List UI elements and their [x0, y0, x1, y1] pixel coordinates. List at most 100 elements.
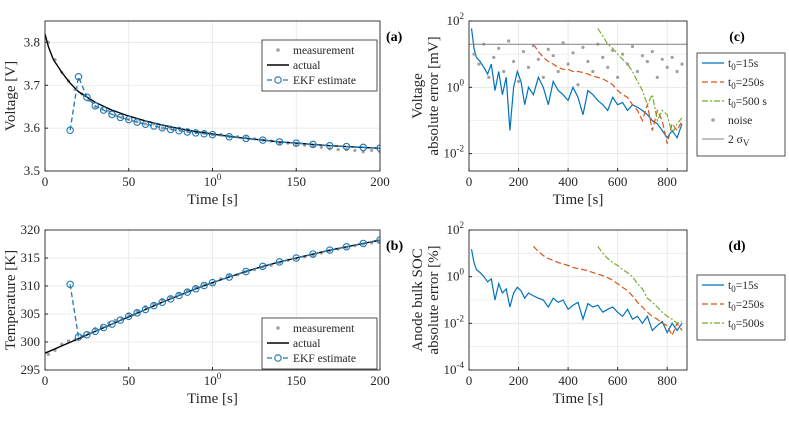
data-point — [353, 148, 357, 153]
x-axis-label: Time [s] — [553, 391, 604, 407]
legend-item: 2 σV — [702, 134, 750, 148]
data-marker — [66, 126, 74, 135]
series-line — [69, 74, 380, 149]
data-point — [502, 69, 506, 74]
data-point — [507, 39, 511, 43]
data-marker — [258, 136, 267, 144]
x-tick-label: 0 — [466, 174, 473, 189]
data-point — [492, 55, 496, 59]
data-marker — [200, 129, 208, 138]
x-axis-label: Time [s] — [187, 192, 238, 208]
legend-b: measurement actual EKF estimate — [261, 317, 378, 370]
y-tick-label: 295 — [21, 362, 41, 377]
legend-box — [696, 274, 786, 341]
legend-label: t0=500 s — [728, 96, 767, 110]
data-marker — [342, 243, 351, 251]
x-tick-label: 600 — [608, 373, 628, 388]
y-tick-label: 100 — [447, 77, 465, 94]
y-tick-label: 320 — [21, 222, 41, 237]
data-marker — [133, 118, 141, 126]
panel-label: (b) — [386, 239, 403, 254]
legend-item: t0=250s — [702, 77, 764, 91]
data-point — [516, 79, 521, 84]
x-tick-label: 200 — [370, 174, 390, 189]
data-point — [120, 115, 124, 120]
legend-label: t0=15s — [728, 58, 759, 72]
series-line — [470, 249, 683, 334]
data-marker — [309, 250, 317, 258]
data-marker — [309, 140, 317, 149]
data-point — [620, 52, 625, 56]
data-point — [640, 54, 645, 58]
plot-area-d — [470, 245, 683, 337]
legend-marker — [276, 326, 280, 330]
data-marker — [83, 330, 91, 339]
legend-label: EKF estimate — [293, 75, 356, 87]
x-tick-label: 200 — [509, 373, 529, 388]
x-tick-label: 800 — [657, 174, 677, 189]
data-marker — [183, 128, 192, 136]
data-marker — [175, 126, 183, 135]
series-line — [69, 239, 380, 338]
x-tick-label: 150 — [287, 373, 307, 388]
data-marker — [166, 125, 175, 134]
data-point — [536, 57, 540, 61]
y-tick-label: 3.8 — [24, 34, 40, 49]
data-marker — [141, 120, 150, 129]
series-c-3 — [472, 39, 684, 87]
y-tick-label: 102 — [447, 11, 465, 28]
legend-label: t0=250s — [728, 299, 764, 313]
data-marker — [99, 323, 108, 332]
data-point — [556, 69, 560, 74]
legend-marker — [276, 48, 280, 52]
axes-box-d — [468, 229, 688, 371]
data-marker — [108, 110, 116, 119]
legend-item: measurement — [276, 45, 355, 57]
y-tick-label: 3.5 — [24, 163, 40, 178]
data-point — [487, 75, 491, 79]
data-marker — [192, 285, 200, 293]
data-marker — [150, 122, 158, 130]
data-point — [655, 75, 659, 79]
series-b-2 — [66, 236, 380, 341]
series-d-0 — [470, 249, 683, 334]
data-marker — [359, 143, 367, 152]
data-point — [551, 54, 555, 58]
data-point — [611, 48, 615, 52]
data-marker — [175, 291, 183, 300]
data-point — [566, 62, 570, 66]
data-marker — [200, 281, 208, 290]
data-marker — [192, 129, 200, 137]
legend-a: measurement actual EKF estimate — [261, 39, 378, 92]
x-tick-label: 600 — [608, 174, 628, 189]
data-point — [336, 147, 340, 152]
x-tick-label: 100 — [204, 172, 222, 189]
legend-item: actual — [267, 338, 320, 350]
data-point — [113, 318, 117, 322]
data-marker — [116, 113, 125, 122]
y-axis-label-2: absolute error [%] — [426, 245, 442, 354]
data-marker — [242, 134, 250, 143]
data-point — [591, 69, 595, 74]
legend-item: t0=500s — [702, 318, 764, 332]
data-point — [650, 49, 654, 54]
data-marker — [133, 309, 141, 317]
plot-area-a — [45, 33, 380, 154]
y-tick-label: 102 — [447, 220, 465, 237]
data-marker — [150, 301, 158, 310]
data-marker — [275, 138, 284, 146]
legend-item: t0=15s — [702, 280, 759, 294]
series-line — [532, 245, 683, 337]
panel-d: 0 200 400 600 800 10-4 10-2 100 102 Time [s] Anode… — [410, 220, 786, 407]
legend-c: t0=15s t0=250s t0=500 s noise 2 σV — [696, 52, 786, 157]
data-marker — [292, 254, 300, 262]
y-tick-label: 10-2 — [444, 144, 465, 161]
data-point — [311, 144, 315, 148]
x-tick-label: 50 — [122, 373, 135, 388]
panel-label: (c) — [729, 30, 745, 45]
data-marker — [242, 267, 250, 276]
x-axis-label: Time [s] — [187, 391, 238, 407]
legend-item: t0=500 s — [702, 96, 767, 110]
legend-label: t0=500s — [728, 318, 764, 332]
